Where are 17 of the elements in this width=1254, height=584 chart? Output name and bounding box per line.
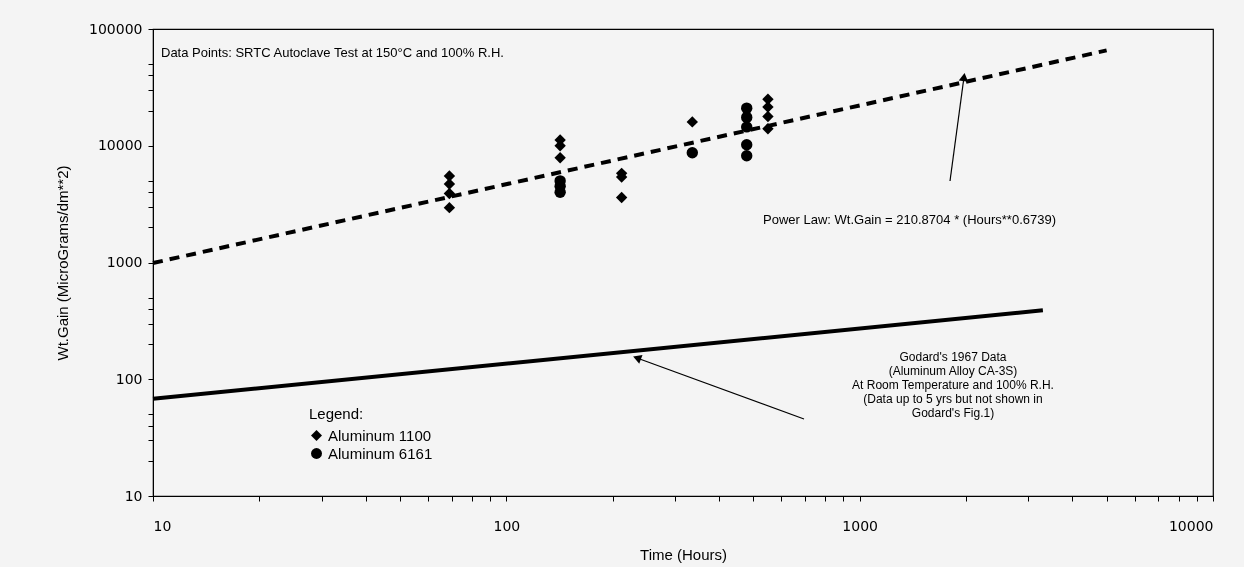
y-tick-label: 100000 xyxy=(89,20,143,37)
y-tick-label: 100 xyxy=(115,370,143,387)
x-tick-label: 10000 xyxy=(1168,517,1214,534)
y-tick-label: 10 xyxy=(124,487,143,504)
y-axis-title: Wt.Gain (MicroGrams/dm**2) xyxy=(54,165,72,361)
x-tick-label: 100 xyxy=(493,517,521,534)
y-tick-label: 1000 xyxy=(106,254,143,270)
x-tick-label: 1000 xyxy=(842,517,878,534)
annotation: Power Law: Wt.Gain = 210.8704 * (Hours**0.6739) xyxy=(763,212,1057,227)
legend-label: Aluminum 6161 xyxy=(328,444,433,462)
legend-title: Legend: xyxy=(309,405,364,422)
x-tick-label: 10 xyxy=(153,517,172,534)
y-tick-label: 10000 xyxy=(97,137,143,154)
annotation: Godard's 1967 Data (Aluminum Alloy CA-3S) At Room Temperature and 100% R.H. (Data up to 5 yrs but not shown in Godard's Fig.1) xyxy=(852,350,1054,420)
x-axis-title: Time (Hours) xyxy=(640,545,727,563)
annotation: Data Points: SRTC Autoclave Test at 150°C and 100% R.H. xyxy=(161,45,504,60)
legend-label: Aluminum 1100 xyxy=(328,426,432,444)
